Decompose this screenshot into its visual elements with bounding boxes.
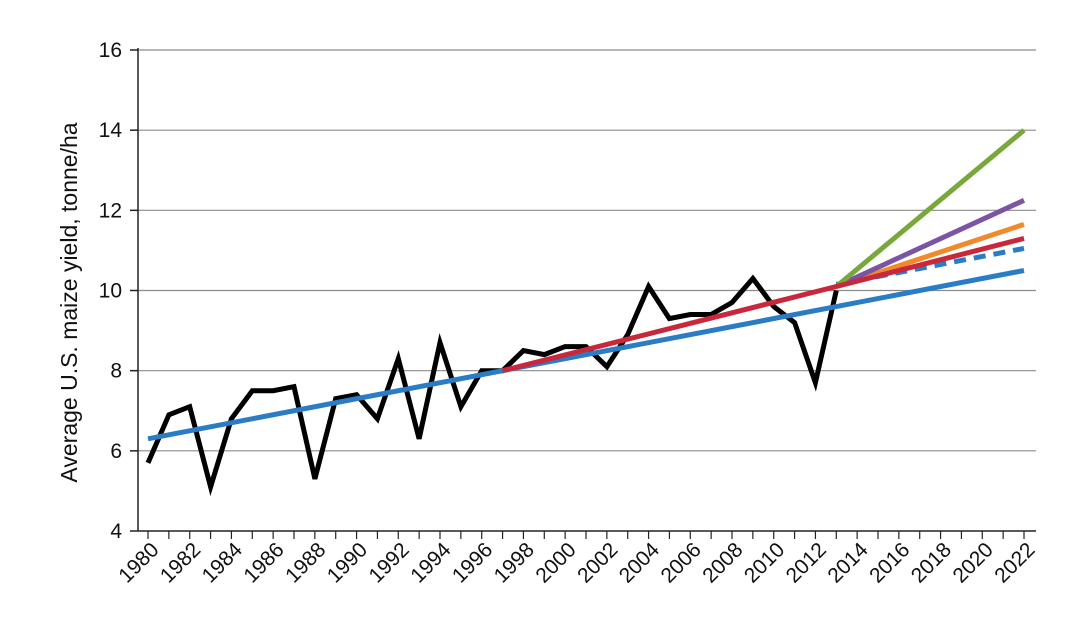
x-tick-label: 2008: [698, 538, 747, 587]
x-tick-label: 2018: [907, 538, 956, 587]
series-line: [147, 268, 1025, 442]
series-line: [834, 128, 1026, 289]
x-tick-label: 2020: [949, 538, 998, 587]
y-tick-label: 6: [110, 440, 122, 463]
x-tick-label: 1982: [156, 538, 205, 587]
series-line: [835, 198, 1026, 289]
series-line: [501, 235, 1025, 374]
y-ticks: 4 6 8 10 12 14 16: [99, 39, 138, 543]
y-axis-title: Average U.S. maize yield, tonne/ha: [56, 122, 82, 482]
x-tick-label: 1988: [281, 538, 330, 587]
x-tick-label: 1984: [198, 538, 248, 588]
x-tick-label: 2016: [865, 538, 914, 587]
x-tick-label: 2006: [657, 538, 706, 587]
x-tick-label: 2004: [615, 538, 665, 588]
x-ticks: 1980198219841986198819901992199419961998…: [114, 531, 1040, 588]
x-tick-label: 2022: [990, 538, 1039, 587]
x-tick-label: 2010: [740, 538, 789, 587]
x-tick-label: 2002: [573, 538, 622, 587]
series-line: [145, 274, 839, 497]
x-tick-label: 1994: [406, 538, 456, 588]
y-tick-label: 12: [99, 199, 122, 222]
x-tick-label: 1986: [239, 538, 288, 587]
x-tick-label: 1996: [448, 538, 497, 587]
x-tick-label: 1990: [323, 538, 372, 587]
series-group: [145, 128, 1026, 497]
gridlines: [138, 49, 1036, 452]
y-tick-label: 14: [99, 119, 123, 142]
y-tick-label: 4: [110, 520, 122, 543]
x-tick-label: 2000: [531, 538, 580, 587]
x-tick-label: 1998: [490, 538, 539, 587]
x-tick-label: 2012: [782, 538, 831, 587]
y-tick-label: 10: [99, 280, 122, 303]
y-tick-label: 16: [99, 39, 122, 62]
x-tick-label: 1992: [365, 538, 414, 587]
axes: [137, 48, 1036, 532]
x-tick-label: 1980: [114, 538, 163, 587]
y-tick-label: 8: [110, 360, 122, 383]
x-tick-label: 2014: [823, 538, 873, 588]
